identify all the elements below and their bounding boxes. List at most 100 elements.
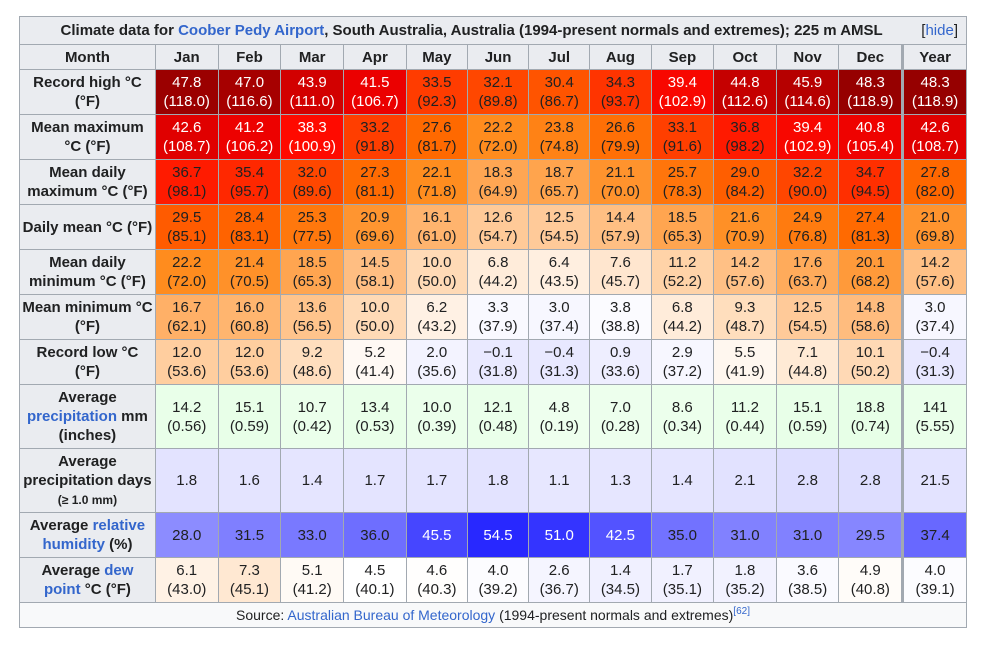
table-row: Average precipitation mm (inches) 14.2 (0.… bbox=[19, 384, 967, 449]
primary-value: 14.2 bbox=[730, 254, 760, 271]
primary-value: 22.2 bbox=[483, 119, 513, 136]
primary-value: 41.5 bbox=[360, 74, 390, 91]
value-cell: 12.6 (54.7) bbox=[466, 204, 530, 250]
value-cell: 4.6 (40.3) bbox=[405, 557, 468, 603]
converted-value: (31.3) bbox=[915, 363, 955, 380]
primary-value: 10.0 bbox=[360, 299, 390, 316]
converted-value: (31.8) bbox=[478, 363, 518, 380]
value-cell: 6.2 (43.2) bbox=[405, 294, 468, 340]
title-suffix: , South Australia, Australia (1994-prese… bbox=[324, 22, 883, 39]
value-cell: 41.2 (106.2) bbox=[217, 114, 282, 160]
converted-value: (85.1) bbox=[167, 228, 207, 245]
value-cell: 16.7 (62.1) bbox=[154, 294, 219, 340]
value-cell: 2.9 (37.2) bbox=[650, 339, 715, 385]
value-cell: 0.9 (33.6) bbox=[589, 339, 652, 385]
primary-value: 22.2 bbox=[172, 254, 202, 271]
value-cell: 1.3 bbox=[589, 448, 652, 513]
table-row: Mean daily maximum °C (°F) 36.7 (98.1) 35.4… bbox=[19, 159, 967, 205]
primary-value: 1.7 bbox=[426, 472, 448, 489]
value-cell: 2.6 (36.7) bbox=[528, 557, 591, 603]
value-cell: 36.0 bbox=[343, 512, 407, 558]
value-cell: 6.4 (43.5) bbox=[528, 249, 591, 295]
value-cell: 1.4 (34.5) bbox=[589, 557, 652, 603]
value-cell: 12.1 (0.48) bbox=[466, 384, 530, 449]
converted-value: (69.8) bbox=[915, 228, 955, 245]
value-cell: 22.1 (71.8) bbox=[405, 159, 468, 205]
value-cell: 47.0 (116.6) bbox=[217, 69, 282, 115]
primary-value: 15.1 bbox=[234, 398, 265, 416]
primary-value: 2.9 bbox=[671, 344, 693, 361]
converted-value: (0.74) bbox=[850, 417, 890, 435]
converted-value: (53.6) bbox=[167, 363, 207, 380]
primary-value: 21.1 bbox=[605, 164, 635, 181]
month-header-aug: Aug bbox=[589, 44, 652, 70]
primary-value: 4.5 bbox=[364, 562, 386, 579]
converted-value: (38.8) bbox=[600, 318, 640, 335]
row-label: Average dew point °C (°F) bbox=[19, 557, 156, 603]
bom-link[interactable]: Australian Bureau of Meteorology bbox=[287, 606, 496, 623]
primary-value: 21.0 bbox=[920, 209, 950, 226]
primary-value: 24.9 bbox=[792, 209, 823, 226]
primary-value: 27.8 bbox=[920, 164, 950, 181]
primary-value: 54.5 bbox=[483, 526, 513, 544]
value-cell: 35.4 (95.7) bbox=[217, 159, 282, 205]
converted-value: (35.6) bbox=[417, 363, 457, 380]
month-header-feb: Feb bbox=[217, 44, 282, 70]
primary-value: 36.7 bbox=[172, 164, 202, 181]
row-label-text: Average precipitation days bbox=[23, 452, 152, 489]
row-label-text: (%) bbox=[104, 536, 133, 553]
primary-value: 39.4 bbox=[667, 74, 697, 91]
row-label-text: Record low °C (°F) bbox=[36, 344, 139, 380]
value-cell: 13.4 (0.53) bbox=[343, 384, 407, 449]
converted-value: (34.5) bbox=[600, 581, 640, 598]
row-label-text: Daily mean °C (°F) bbox=[22, 218, 153, 236]
primary-value: 31.5 bbox=[234, 526, 265, 544]
converted-value: (0.28) bbox=[600, 417, 640, 435]
hide-link[interactable]: hide bbox=[925, 22, 954, 39]
primary-value: 6.1 bbox=[176, 562, 198, 579]
value-cell: 5.1 (41.2) bbox=[280, 557, 345, 603]
value-cell: 11.2 (52.2) bbox=[650, 249, 715, 295]
converted-value: (81.1) bbox=[355, 183, 395, 200]
table-row: Average relative humidity (%) 28.0 31.5 33.… bbox=[19, 512, 967, 558]
primary-value: 41.2 bbox=[234, 119, 265, 136]
value-cell: 31.5 bbox=[217, 512, 282, 558]
value-cell: 6.8 (44.2) bbox=[466, 249, 530, 295]
primary-value: 13.6 bbox=[297, 299, 327, 316]
primary-value: 32.1 bbox=[483, 74, 513, 91]
converted-value: (54.7) bbox=[478, 228, 518, 245]
converted-value: (61.0) bbox=[417, 228, 457, 245]
value-cell: 2.1 bbox=[713, 448, 777, 513]
primary-value: 1.4 bbox=[301, 472, 323, 489]
primary-value: 27.6 bbox=[422, 119, 452, 136]
primary-value: 5.1 bbox=[301, 562, 323, 579]
reference-link[interactable]: [62] bbox=[733, 605, 750, 617]
primary-value: 1.6 bbox=[239, 472, 260, 489]
primary-value: 14.4 bbox=[605, 209, 635, 226]
row-label-link[interactable]: relative humidity bbox=[42, 517, 146, 553]
converted-value: (78.3) bbox=[662, 183, 702, 200]
row-label-link[interactable]: dew point bbox=[43, 562, 134, 598]
primary-value: 3.8 bbox=[609, 299, 631, 316]
source-suffix: (1994-present normals and extremes) bbox=[495, 606, 734, 623]
value-cell: 33.2 (91.8) bbox=[343, 114, 407, 160]
value-cell: 14.2 (57.6) bbox=[901, 249, 967, 295]
converted-value: (93.7) bbox=[600, 93, 640, 110]
value-cell: 10.0 (50.0) bbox=[405, 249, 468, 295]
value-cell: 42.6 (108.7) bbox=[901, 114, 967, 160]
row-label: Mean minimum °C (°F) bbox=[19, 294, 156, 340]
climate-table: Climate data for Coober Pedy Airport, So… bbox=[19, 16, 967, 628]
value-cell: 34.7 (94.5) bbox=[838, 159, 904, 205]
value-cell: 1.8 bbox=[154, 448, 219, 513]
primary-value: 48.3 bbox=[920, 74, 950, 91]
converted-value: (33.6) bbox=[600, 363, 640, 380]
value-cell: 10.0 (0.39) bbox=[405, 384, 468, 449]
value-cell: 3.8 (38.8) bbox=[589, 294, 652, 340]
value-cell: 11.2 (0.44) bbox=[713, 384, 777, 449]
table-title: Climate data for Coober Pedy Airport, So… bbox=[19, 16, 967, 45]
value-cell: 27.4 (81.3) bbox=[838, 204, 904, 250]
row-label-link[interactable]: precipitation bbox=[27, 408, 118, 425]
converted-value: (77.5) bbox=[292, 228, 332, 245]
primary-value: 10.7 bbox=[297, 398, 327, 416]
coober-pedy-airport-link[interactable]: Coober Pedy Airport bbox=[178, 22, 325, 39]
